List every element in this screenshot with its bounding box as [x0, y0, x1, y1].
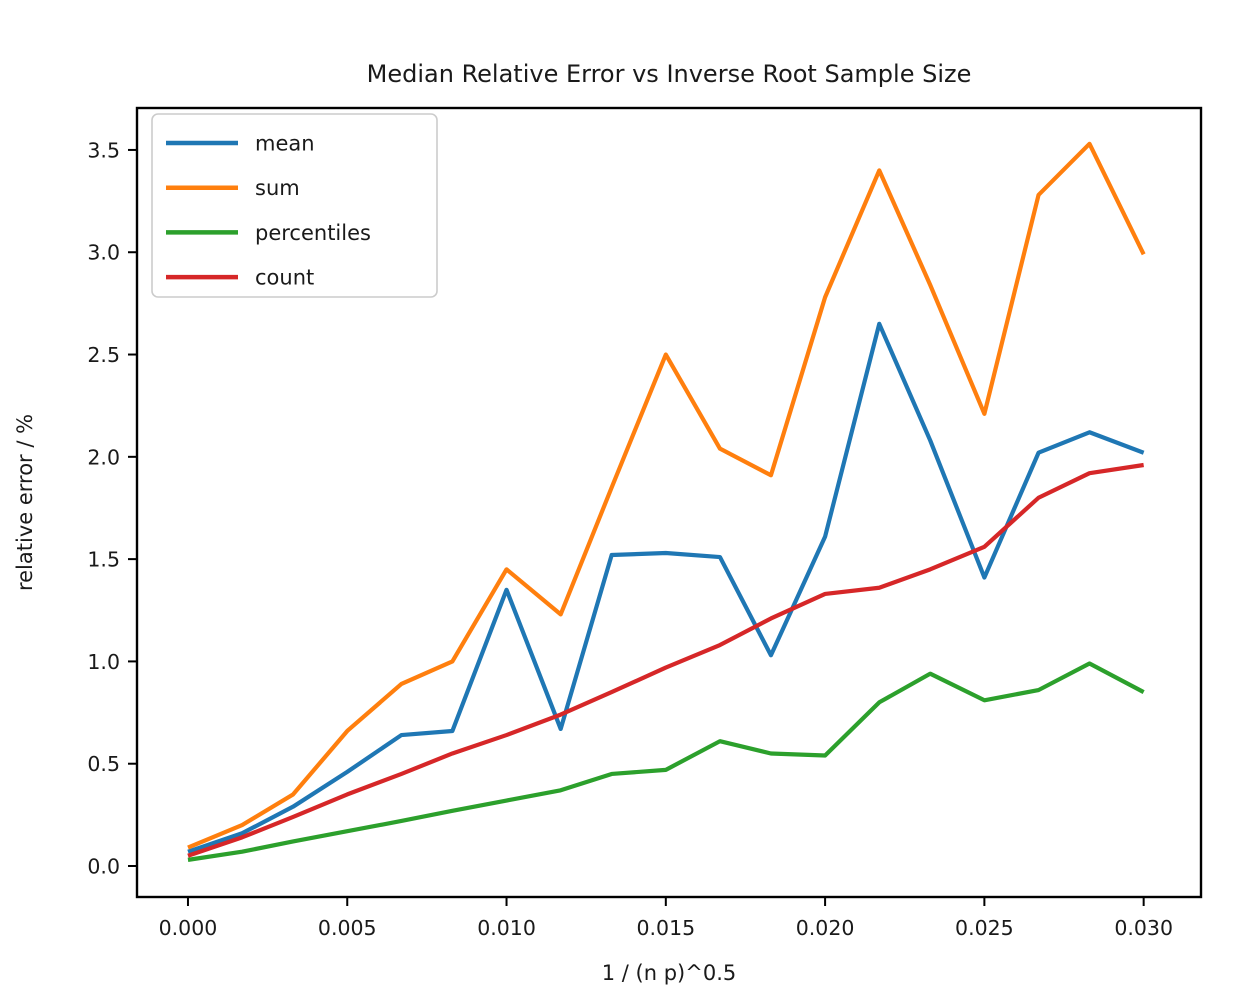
legend-label-mean: mean [255, 132, 315, 156]
y-tick-label: 1.5 [87, 548, 120, 572]
x-tick-label: 0.020 [796, 916, 855, 940]
y-tick-label: 2.5 [87, 343, 120, 367]
legend-label-count: count [255, 266, 314, 290]
x-tick-label: 0.015 [636, 916, 695, 940]
axes-spines [135, 106, 1203, 899]
series-line-count [187, 462, 1144, 858]
legend-label-sum: sum [255, 176, 300, 200]
y-tick-label: 1.0 [87, 650, 120, 674]
x-axis-label: 1 / (n p)^0.5 [602, 961, 736, 985]
x-tick-label: 0.000 [159, 916, 218, 940]
x-tick-label: 0.005 [318, 916, 377, 940]
x-tick-label: 0.030 [1114, 916, 1173, 940]
y-tick-label: 3.5 [87, 138, 120, 162]
legend-box [151, 113, 438, 298]
y-tick-label: 0.5 [87, 752, 120, 776]
series-line-mean [187, 321, 1145, 854]
series-line-sum [187, 141, 1146, 850]
y-axis-label: relative error / % [13, 414, 37, 591]
x-tick-label: 0.025 [955, 916, 1014, 940]
chart-title: Median Relative Error vs Inverse Root Sa… [367, 60, 972, 88]
legend-label-percentiles: percentiles [255, 221, 371, 245]
x-tick-label: 0.010 [477, 916, 536, 940]
y-tick-label: 0.0 [87, 855, 120, 879]
y-tick-label: 2.0 [87, 445, 120, 469]
y-tick-label: 3.0 [87, 241, 120, 265]
series-line-percentiles [187, 661, 1145, 862]
